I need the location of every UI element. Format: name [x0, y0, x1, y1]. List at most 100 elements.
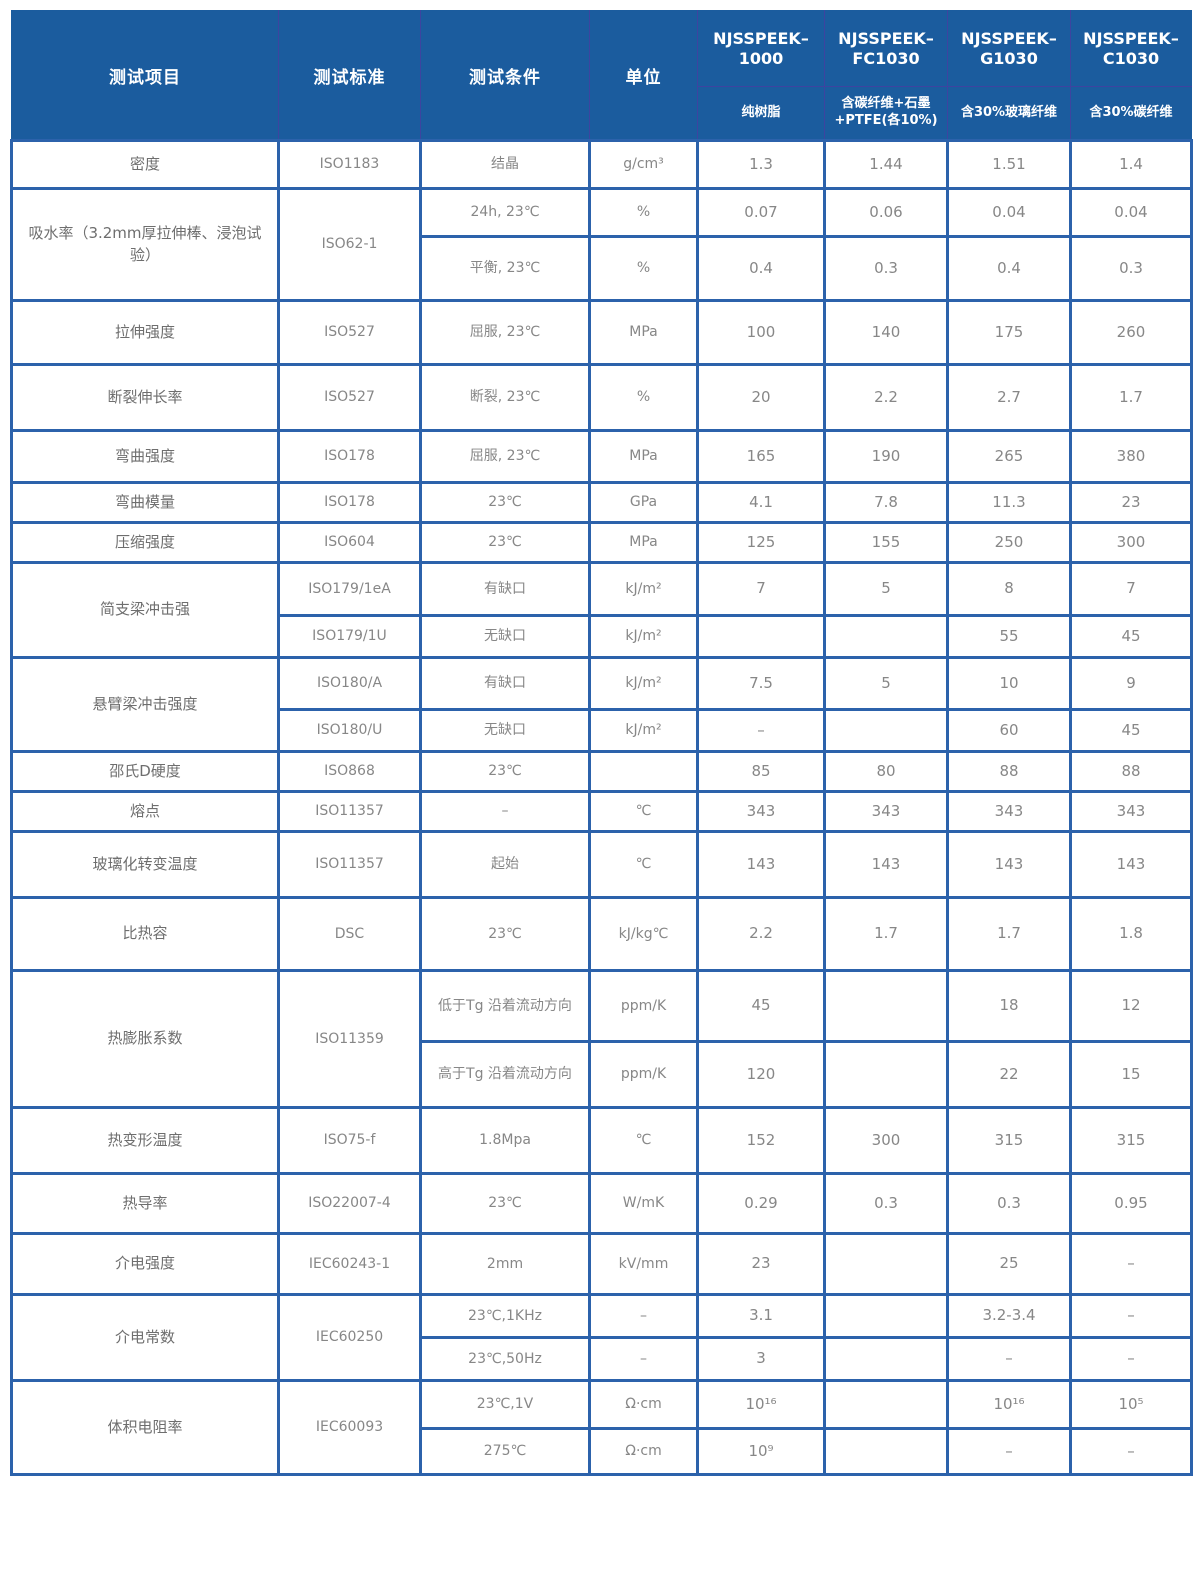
table-body: 密度 ISO1183 结晶 g/cm³ 1.3 1.44 1.51 1.4 吸水率（3.2mm厚…	[10, 139, 1193, 1476]
cell-value	[823, 1293, 949, 1339]
cell-value: 0.95	[1069, 1172, 1193, 1235]
cell-test-standard: ISO22007-4	[277, 1172, 422, 1235]
cell-value: 1.3	[696, 139, 826, 190]
cell-value	[823, 969, 949, 1043]
cell-value: 7.8	[823, 481, 949, 524]
cell-test-condition: 起始	[419, 830, 591, 899]
cell-value: 45	[696, 969, 826, 1043]
cell-value: 1.51	[946, 139, 1072, 190]
cell-unit: kJ/m²	[588, 708, 699, 753]
cell-value: 1.8	[1069, 896, 1193, 972]
cell-test-standard: ISO62-1	[277, 187, 422, 302]
cell-test-item: 体积电阻率	[10, 1379, 280, 1476]
cell-test-standard: ISO11357	[277, 830, 422, 899]
cell-value: 3	[696, 1336, 826, 1382]
cell-value: 88	[946, 750, 1072, 793]
cell-test-item: 压缩强度	[10, 521, 280, 564]
table-row: 拉伸强度 ISO527 屈服, 23℃ MPa 100 140 175 260	[10, 299, 1193, 366]
cell-unit: ppm/K	[588, 969, 699, 1043]
cell-value: 0.4	[696, 235, 826, 302]
cell-value: 140	[823, 299, 949, 366]
column-header-test-standard: 测试标准	[278, 10, 421, 141]
table-row: ISO180/U 无缺口 kJ/m² – 60 45	[12, 708, 1193, 753]
cell-unit: GPa	[588, 481, 699, 524]
cell-test-condition: 有缺口	[419, 561, 591, 617]
cell-value: –	[1069, 1293, 1193, 1339]
cell-value: 175	[946, 299, 1072, 366]
cell-test-item: 比热容	[10, 896, 280, 972]
table-row: 介电强度 IEC60243-1 2mm kV/mm 23 25–	[10, 1232, 1193, 1296]
cell-value: 10¹⁶	[946, 1379, 1072, 1430]
cell-value: 0.3	[1069, 235, 1193, 302]
cell-test-standard: ISO180/A	[277, 656, 422, 711]
cell-test-condition: –	[419, 790, 591, 833]
cell-unit: –	[588, 1336, 699, 1382]
cell-test-item: 断裂伸长率	[10, 363, 280, 432]
cell-value: 7.5	[696, 656, 826, 711]
cell-unit	[588, 750, 699, 793]
cell-value: 2.7	[946, 363, 1072, 432]
cell-value: 1.7	[1069, 363, 1193, 432]
cell-value: –	[946, 1336, 1072, 1382]
cell-test-condition: 无缺口	[419, 614, 591, 659]
material-properties-table: 测试项目 测试标准 测试条件 单位 NJSSPEEK–1000 NJSSPEEK…	[10, 10, 1193, 1476]
cell-test-condition: 屈服, 23℃	[419, 429, 591, 484]
table-row: 平衡, 23℃% 0.4 0.3 0.4 0.3	[12, 235, 1193, 302]
cell-value	[823, 1232, 949, 1296]
cell-value: 8	[946, 561, 1072, 617]
cell-test-item: 热膨胀系数	[10, 969, 280, 1109]
cell-value: –	[946, 1427, 1072, 1476]
cell-test-standard: IEC60250	[277, 1293, 422, 1382]
cell-value: 22	[946, 1040, 1072, 1109]
cell-test-condition: 23℃	[419, 481, 591, 524]
cell-value: 315	[1069, 1106, 1193, 1175]
cell-value	[823, 1040, 949, 1109]
table-row: 弯曲模量 ISO178 23℃ GPa 4.1 7.8 11.3 23	[10, 481, 1193, 524]
cell-unit: g/cm³	[588, 139, 699, 190]
cell-test-condition: 屈服, 23℃	[419, 299, 591, 366]
table-row: 热导率 ISO22007-4 23℃ W/mK 0.29 0.3 0.3 0.95	[10, 1172, 1193, 1235]
table-row: 23℃,50Hz –3– –	[12, 1336, 1193, 1382]
cell-unit: kJ/m²	[588, 614, 699, 659]
cell-value: 143	[946, 830, 1072, 899]
cell-value: 60	[946, 708, 1072, 753]
column-header-unit: 单位	[589, 10, 698, 141]
cell-test-condition: 无缺口	[419, 708, 591, 753]
cell-unit: kJ/kg℃	[588, 896, 699, 972]
table-header: 测试项目 测试标准 测试条件 单位 NJSSPEEK–1000 NJSSPEEK…	[11, 10, 1192, 141]
cell-test-condition: 有缺口	[419, 656, 591, 711]
cell-value: 18	[946, 969, 1072, 1043]
cell-test-item: 介电强度	[10, 1232, 280, 1296]
cell-unit: kJ/m²	[588, 656, 699, 711]
table-row: 热膨胀系数 ISO11359 低于Tg 沿着流动方向 ppm/K 45 18 12	[10, 969, 1193, 1109]
cell-value	[823, 1379, 949, 1430]
cell-value: 11.3	[946, 481, 1072, 524]
cell-value: 260	[1069, 299, 1193, 366]
cell-value: –	[696, 708, 826, 753]
cell-value: 143	[1069, 830, 1193, 899]
cell-value: 343	[946, 790, 1072, 833]
cell-value	[823, 614, 949, 659]
cell-unit: Ω·cm	[588, 1427, 699, 1476]
table-row: 悬臂梁冲击强度 ISO180/A 有缺口 kJ/m² 7.5 5 10 9	[10, 656, 1193, 753]
cell-test-standard: IEC60093	[277, 1379, 422, 1476]
cell-value: 120	[696, 1040, 826, 1109]
cell-value: –	[1069, 1336, 1193, 1382]
cell-unit: ppm/K	[588, 1040, 699, 1109]
cell-value	[823, 1336, 949, 1382]
cell-test-condition: 23℃	[419, 1172, 591, 1235]
cell-value: 10¹⁶	[696, 1379, 826, 1430]
cell-value: 300	[1069, 521, 1193, 564]
cell-unit: %	[588, 187, 699, 238]
table-row: 吸水率（3.2mm厚拉伸棒、浸泡试验） ISO62-1 24h, 23℃% 0.07 0…	[10, 187, 1193, 302]
cell-unit: %	[588, 235, 699, 302]
cell-value: 1.4	[1069, 139, 1193, 190]
cell-value: 9	[1069, 656, 1193, 711]
cell-value: 343	[1069, 790, 1193, 833]
cell-test-condition: 2mm	[419, 1232, 591, 1296]
cell-value: 1.7	[946, 896, 1072, 972]
cell-test-standard: DSC	[277, 896, 422, 972]
cell-value: 3.1	[696, 1293, 826, 1339]
cell-value: 7	[1069, 561, 1193, 617]
